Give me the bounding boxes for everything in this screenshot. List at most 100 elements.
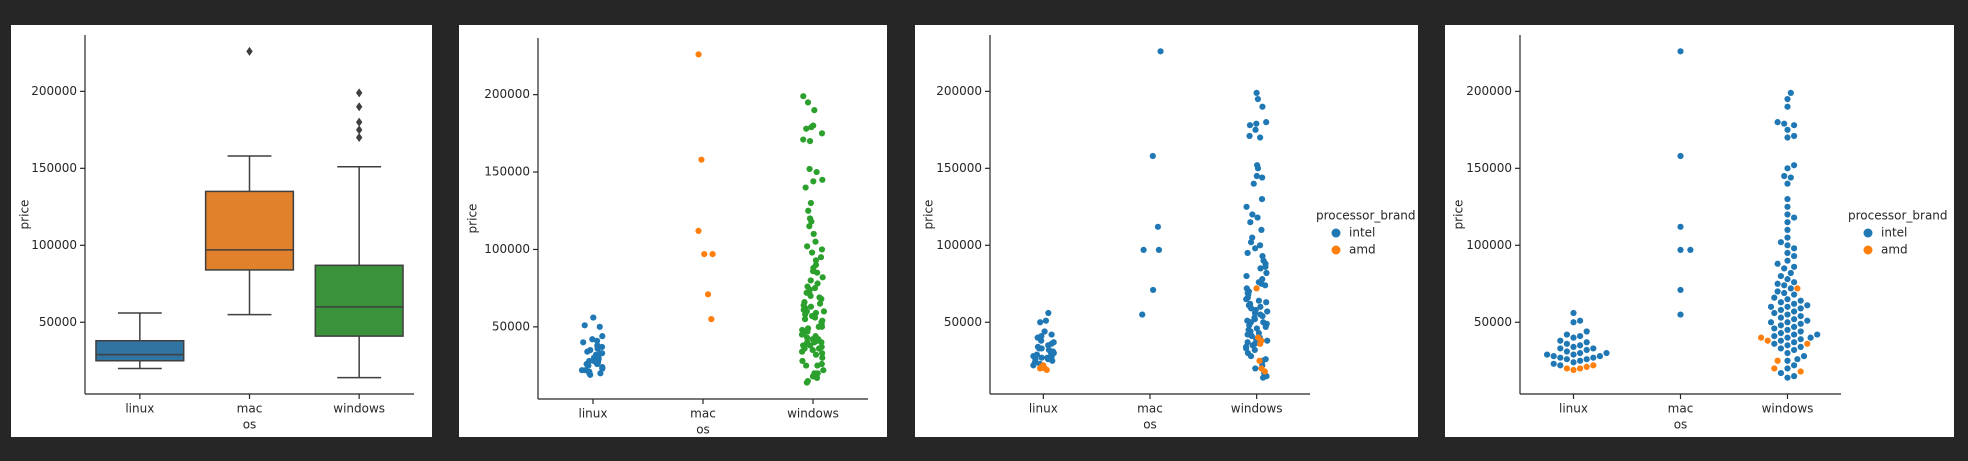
point	[798, 348, 806, 355]
point	[1771, 340, 1778, 347]
point	[803, 334, 811, 341]
point	[1781, 172, 1788, 180]
legend-title: processor_brand	[1848, 209, 1948, 223]
point	[1258, 226, 1265, 233]
legend-marker	[1863, 245, 1873, 255]
point	[798, 331, 806, 338]
point	[1781, 265, 1788, 272]
point	[801, 316, 809, 323]
point	[811, 107, 818, 114]
y-tick-label: 150000	[1466, 161, 1512, 175]
point	[1791, 245, 1798, 252]
point	[820, 367, 827, 374]
point	[1557, 354, 1564, 361]
point	[1603, 349, 1610, 357]
legend-marker	[1331, 228, 1341, 238]
point	[1777, 272, 1784, 280]
point	[1791, 339, 1798, 346]
point	[1781, 120, 1788, 127]
point	[580, 339, 587, 346]
x-tick-label: windows	[1762, 402, 1814, 416]
y-tick-label: 200000	[31, 84, 77, 98]
point	[1254, 95, 1261, 103]
point	[1791, 323, 1798, 330]
point	[1791, 331, 1798, 338]
outlier	[355, 133, 363, 143]
y-tick-label: 50000	[944, 315, 982, 329]
point	[1247, 219, 1254, 226]
point	[1791, 279, 1798, 286]
point	[1041, 328, 1048, 335]
x-axis-label: os	[1674, 418, 1688, 432]
point	[1045, 346, 1053, 354]
point	[804, 99, 812, 106]
point	[1259, 374, 1267, 381]
point	[1797, 328, 1804, 335]
point	[819, 176, 826, 183]
point	[1149, 152, 1156, 160]
point	[1577, 317, 1584, 324]
point	[1767, 319, 1775, 326]
point	[1784, 203, 1791, 210]
point	[1254, 165, 1262, 172]
y-tick-label: 100000	[484, 242, 530, 256]
x-axis-label: os	[696, 423, 710, 437]
point	[1784, 365, 1791, 372]
point	[1804, 317, 1811, 324]
point	[1257, 340, 1264, 347]
point	[1804, 340, 1811, 347]
y-tick-label: 200000	[936, 84, 982, 98]
x-tick-label: mac	[237, 402, 263, 416]
point	[809, 373, 817, 380]
point	[1583, 356, 1590, 363]
point	[815, 323, 822, 330]
point	[802, 184, 809, 191]
point	[818, 295, 825, 303]
point	[1259, 103, 1266, 110]
point	[1042, 317, 1050, 324]
point	[804, 243, 811, 250]
y-tick-label: 150000	[936, 161, 982, 175]
outlier	[355, 88, 363, 98]
point	[1767, 303, 1775, 310]
point	[1038, 333, 1045, 340]
point	[814, 362, 821, 369]
point	[1033, 351, 1041, 358]
point	[1784, 311, 1791, 318]
point	[1771, 294, 1778, 301]
x-tick-label: linux	[1029, 402, 1058, 416]
point	[1791, 214, 1798, 221]
point	[802, 311, 809, 318]
point	[1784, 249, 1791, 257]
point	[581, 322, 588, 329]
point	[1155, 246, 1163, 254]
point	[1259, 313, 1266, 320]
point	[815, 345, 823, 352]
point	[1791, 122, 1798, 129]
point	[1784, 349, 1791, 357]
point	[1253, 325, 1260, 332]
y-tick-label: 50000	[1474, 315, 1512, 329]
x-tick-label: mac	[1137, 402, 1163, 416]
point	[1557, 337, 1564, 344]
point	[805, 207, 812, 214]
point	[1249, 211, 1256, 218]
point	[698, 156, 705, 163]
y-axis-label: price	[1452, 200, 1466, 230]
y-tick-label: 50000	[492, 319, 530, 333]
point	[1577, 357, 1584, 364]
point	[1797, 313, 1804, 320]
point	[1784, 196, 1791, 203]
point	[1784, 134, 1791, 141]
panel-background	[459, 25, 887, 437]
point	[1040, 362, 1047, 369]
point	[1677, 152, 1684, 160]
point	[808, 218, 815, 225]
point	[814, 370, 821, 377]
point	[1570, 366, 1577, 374]
point	[1252, 245, 1259, 252]
point	[587, 346, 594, 354]
point	[590, 314, 597, 321]
point	[1791, 346, 1798, 354]
point	[591, 356, 598, 363]
